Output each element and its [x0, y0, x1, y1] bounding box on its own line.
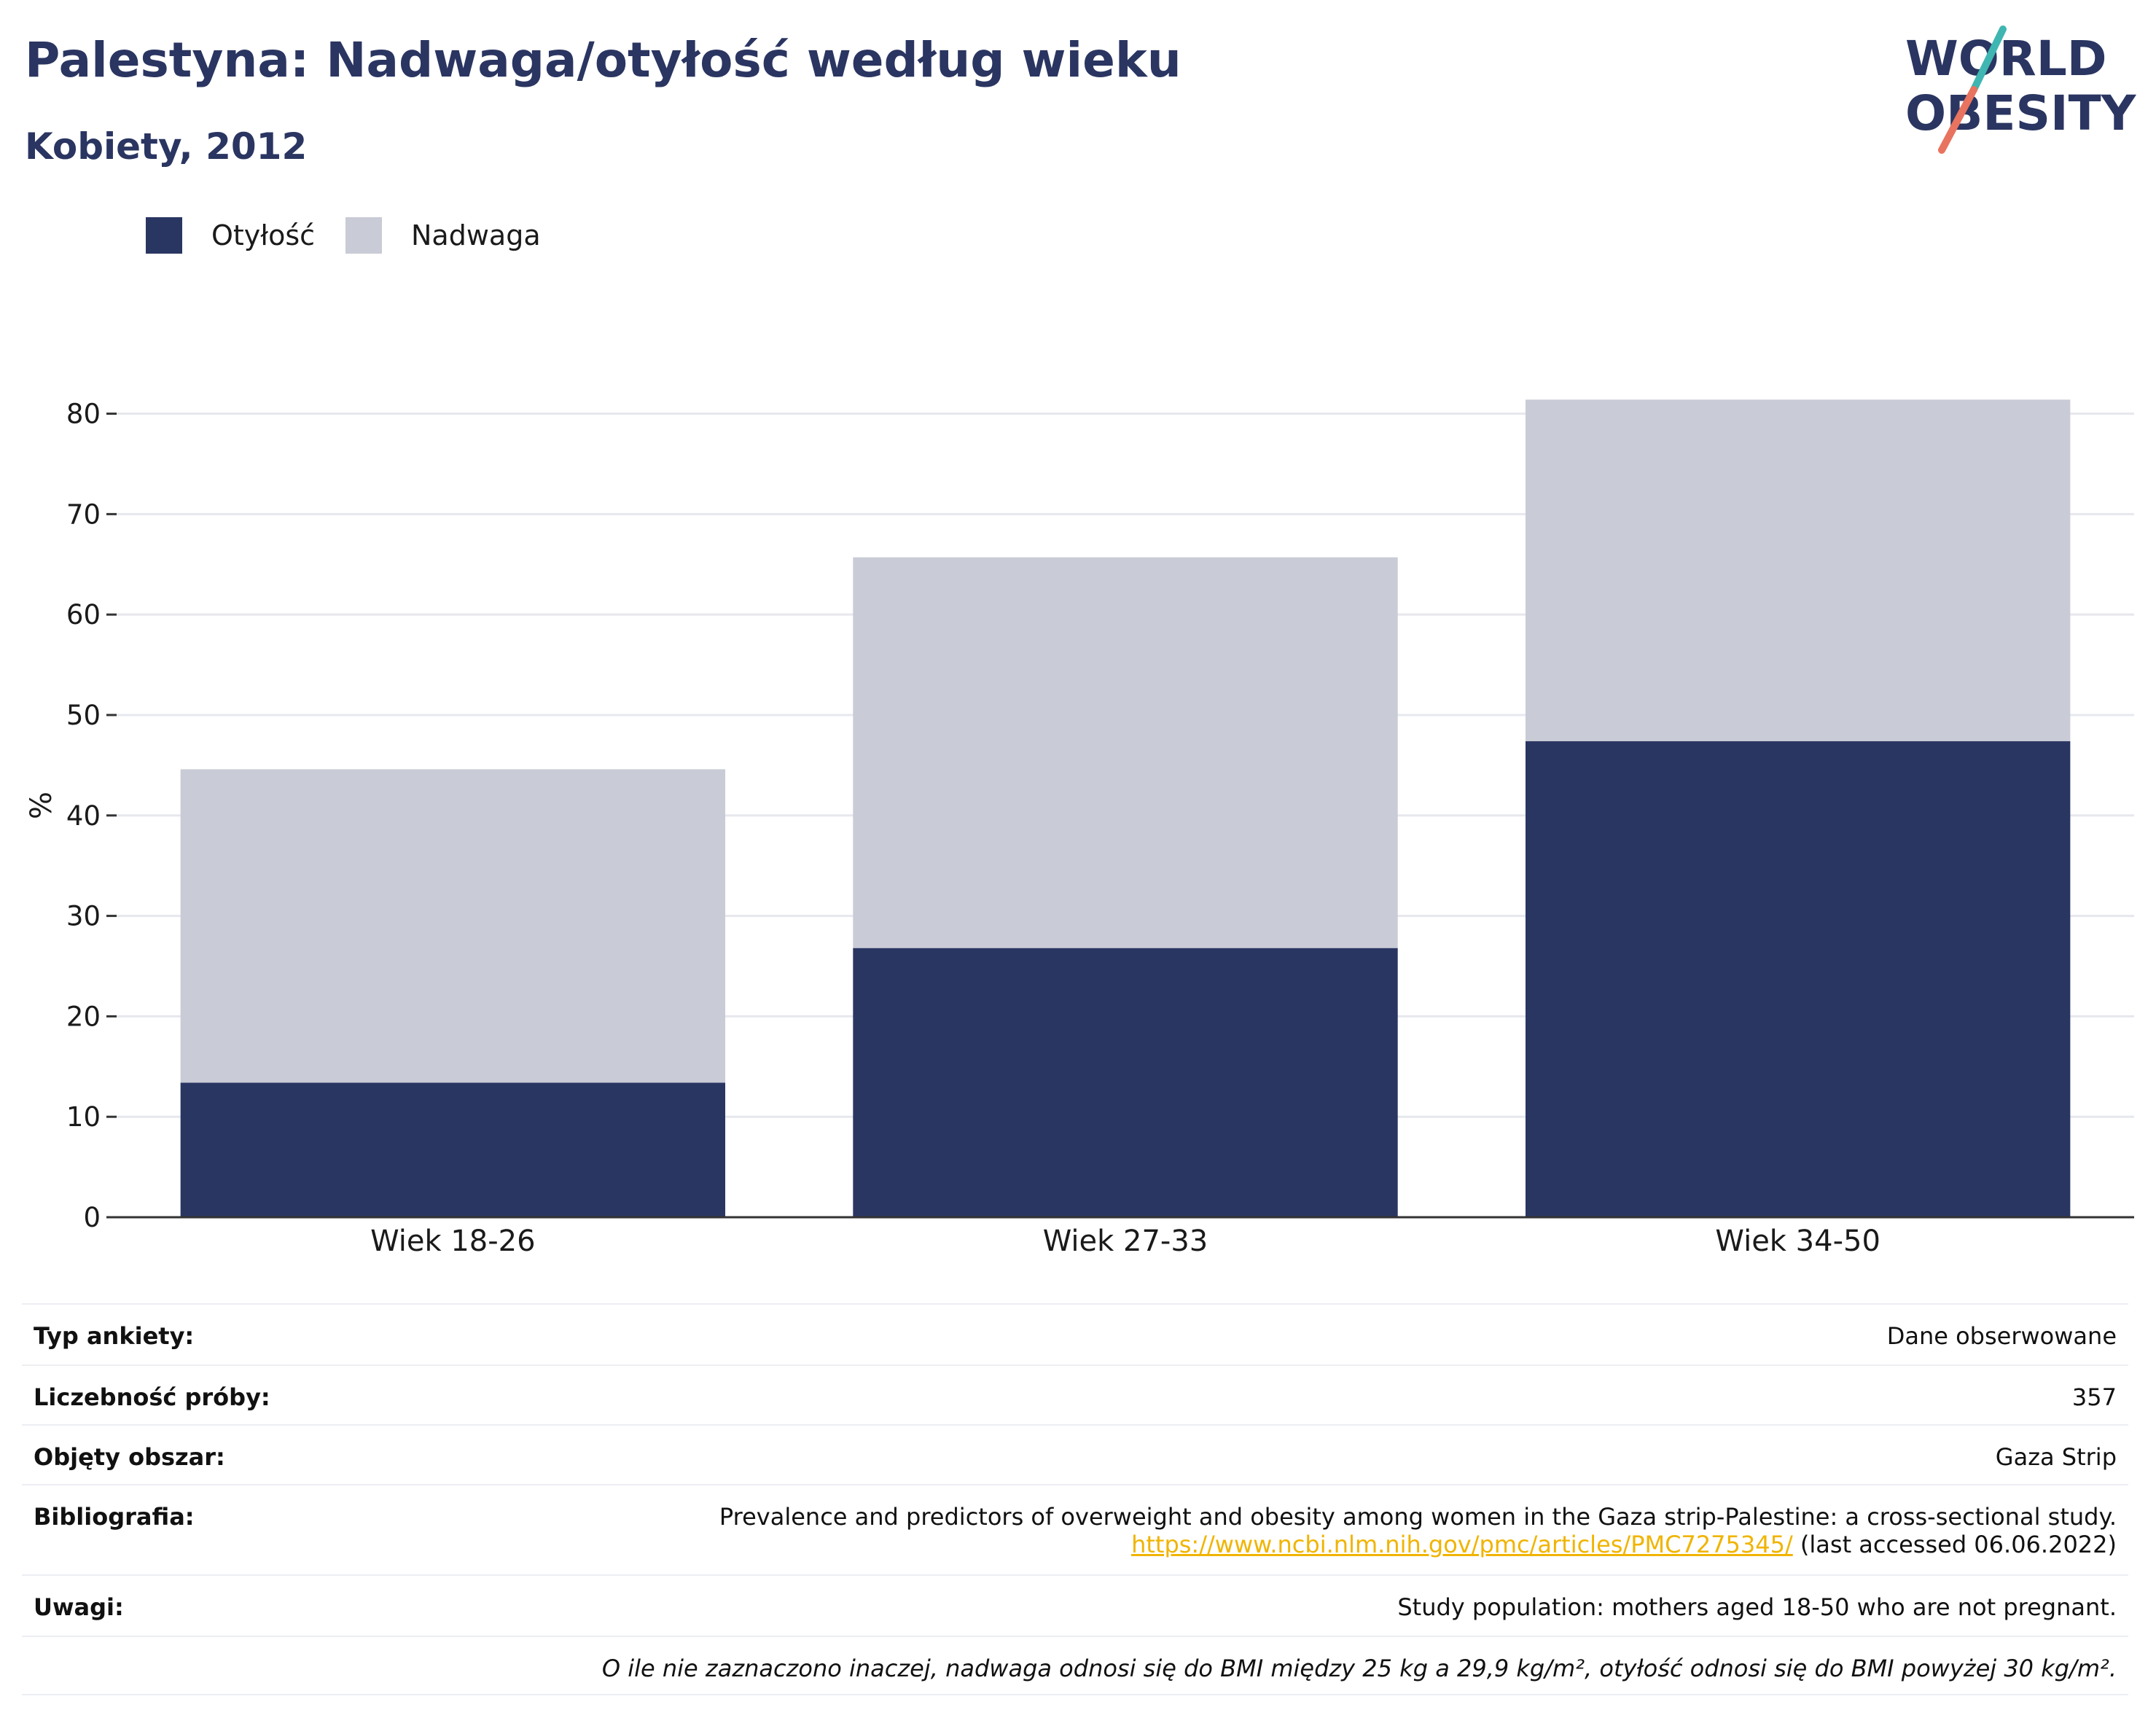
stacked-bar-chart: 0 10 20 30 40 50 60 70 80% Wiek 18-26 Wiek 27-33 Wi… [25, 399, 2134, 1258]
y-tick-label-50: 50 [66, 700, 101, 731]
y-tick-label-30: 30 [66, 901, 101, 932]
bar-overweight-2 [1525, 399, 2071, 741]
info-value-area: Gaza Strip [1995, 1443, 2117, 1471]
y-tick-label-20: 20 [66, 1001, 101, 1032]
info-row-notes: Uwagi: Study population: mothers aged 18… [22, 1574, 2128, 1636]
bar-obesity-2 [1525, 741, 2071, 1217]
y-tick-label-40: 40 [66, 800, 101, 832]
legend-label-obesity: Otyłość [211, 219, 316, 251]
legend-label-overweight: Nadwaga [411, 219, 541, 251]
footnote-text: O ile nie zaznaczono inaczej, nadwaga od… [601, 1655, 2117, 1682]
info-value-notes: Study population: mothers aged 18-50 who… [1397, 1593, 2117, 1621]
bar-obesity-1 [853, 948, 1398, 1217]
y-axis-label: % [25, 792, 58, 819]
bibliography-text: Prevalence and predictors of overweight … [719, 1503, 2117, 1531]
info-label-survey-type: Typ ankiety: [34, 1322, 195, 1350]
x-tick-label-1: Wiek 27-33 [1043, 1225, 1208, 1258]
bar-overweight-1 [853, 557, 1398, 948]
info-label-sample-size: Liczebność próby: [34, 1383, 270, 1411]
info-row-footnote: O ile nie zaznaczono inaczej, nadwaga od… [22, 1636, 2128, 1695]
y-tick-label-70: 70 [66, 499, 101, 530]
info-label-notes: Uwagi: [34, 1593, 124, 1621]
legend-swatch-obesity [146, 217, 182, 254]
info-value-bibliography: Prevalence and predictors of overweight … [719, 1503, 2117, 1558]
page-title: Palestyna: Nadwaga/otyłość według wieku [25, 32, 1181, 88]
info-row-survey-type: Typ ankiety: Dane obserwowane [22, 1303, 2128, 1364]
info-row-sample-size: Liczebność próby: 357 [22, 1364, 2128, 1424]
info-row-area: Objęty obszar: Gaza Strip [22, 1424, 2128, 1484]
info-value-sample-size: 357 [2071, 1383, 2117, 1411]
info-label-bibliography: Bibliografia: [34, 1503, 195, 1531]
logo-word-world: WORLD [1905, 31, 2107, 87]
legend-item-obesity: Otyłość [146, 216, 315, 255]
bar-overweight-0 [180, 769, 726, 1083]
info-value-survey-type: Dane obserwowane [1886, 1322, 2117, 1350]
logo-word-obesity: OBESITY [1905, 85, 2137, 141]
legend-swatch-overweight [345, 217, 382, 254]
world-obesity-logo: WORLD OBESITY [1905, 26, 2137, 154]
bibliography-accessed: (last accessed 06.06.2022) [1792, 1531, 2117, 1558]
legend-item-overweight: Nadwaga [345, 216, 541, 255]
bar-obesity-0 [180, 1082, 726, 1217]
info-table: Typ ankiety: Dane obserwowane Liczebność… [22, 1303, 2128, 1695]
info-row-bibliography: Bibliografia: Prevalence and predictors … [22, 1484, 2128, 1574]
bibliography-link[interactable]: https://www.ncbi.nlm.nih.gov/pmc/article… [1131, 1531, 1793, 1558]
page-subtitle: Kobiety, 2012 [25, 125, 308, 168]
y-tick-label-80: 80 [66, 399, 101, 430]
y-tick-label-60: 60 [66, 599, 101, 630]
y-tick-label-0: 0 [83, 1202, 101, 1233]
info-label-area: Objęty obszar: [34, 1443, 225, 1471]
x-tick-label-2: Wiek 34-50 [1715, 1225, 1880, 1258]
x-tick-label-0: Wiek 18-26 [370, 1225, 536, 1258]
y-tick-label-10: 10 [66, 1101, 101, 1133]
logo-slash-coral [1938, 86, 1977, 154]
logo-slash-teal [1970, 26, 2007, 93]
